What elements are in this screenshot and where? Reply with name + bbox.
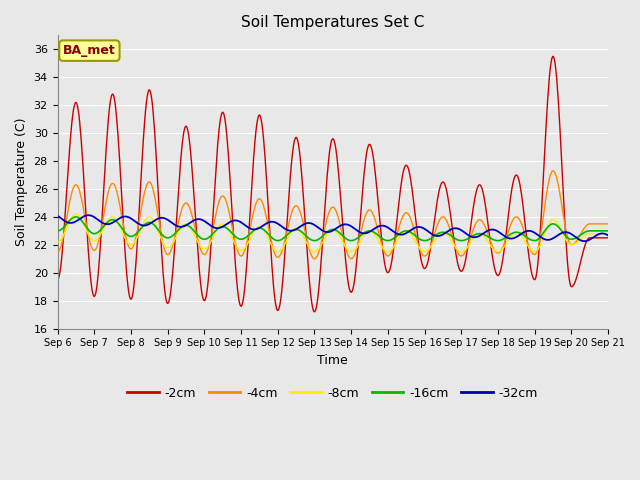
- Y-axis label: Soil Temperature (C): Soil Temperature (C): [15, 118, 28, 246]
- Title: Soil Temperatures Set C: Soil Temperatures Set C: [241, 15, 424, 30]
- Legend: -2cm, -4cm, -8cm, -16cm, -32cm: -2cm, -4cm, -8cm, -16cm, -32cm: [122, 382, 543, 405]
- Text: BA_met: BA_met: [63, 44, 116, 57]
- X-axis label: Time: Time: [317, 354, 348, 367]
